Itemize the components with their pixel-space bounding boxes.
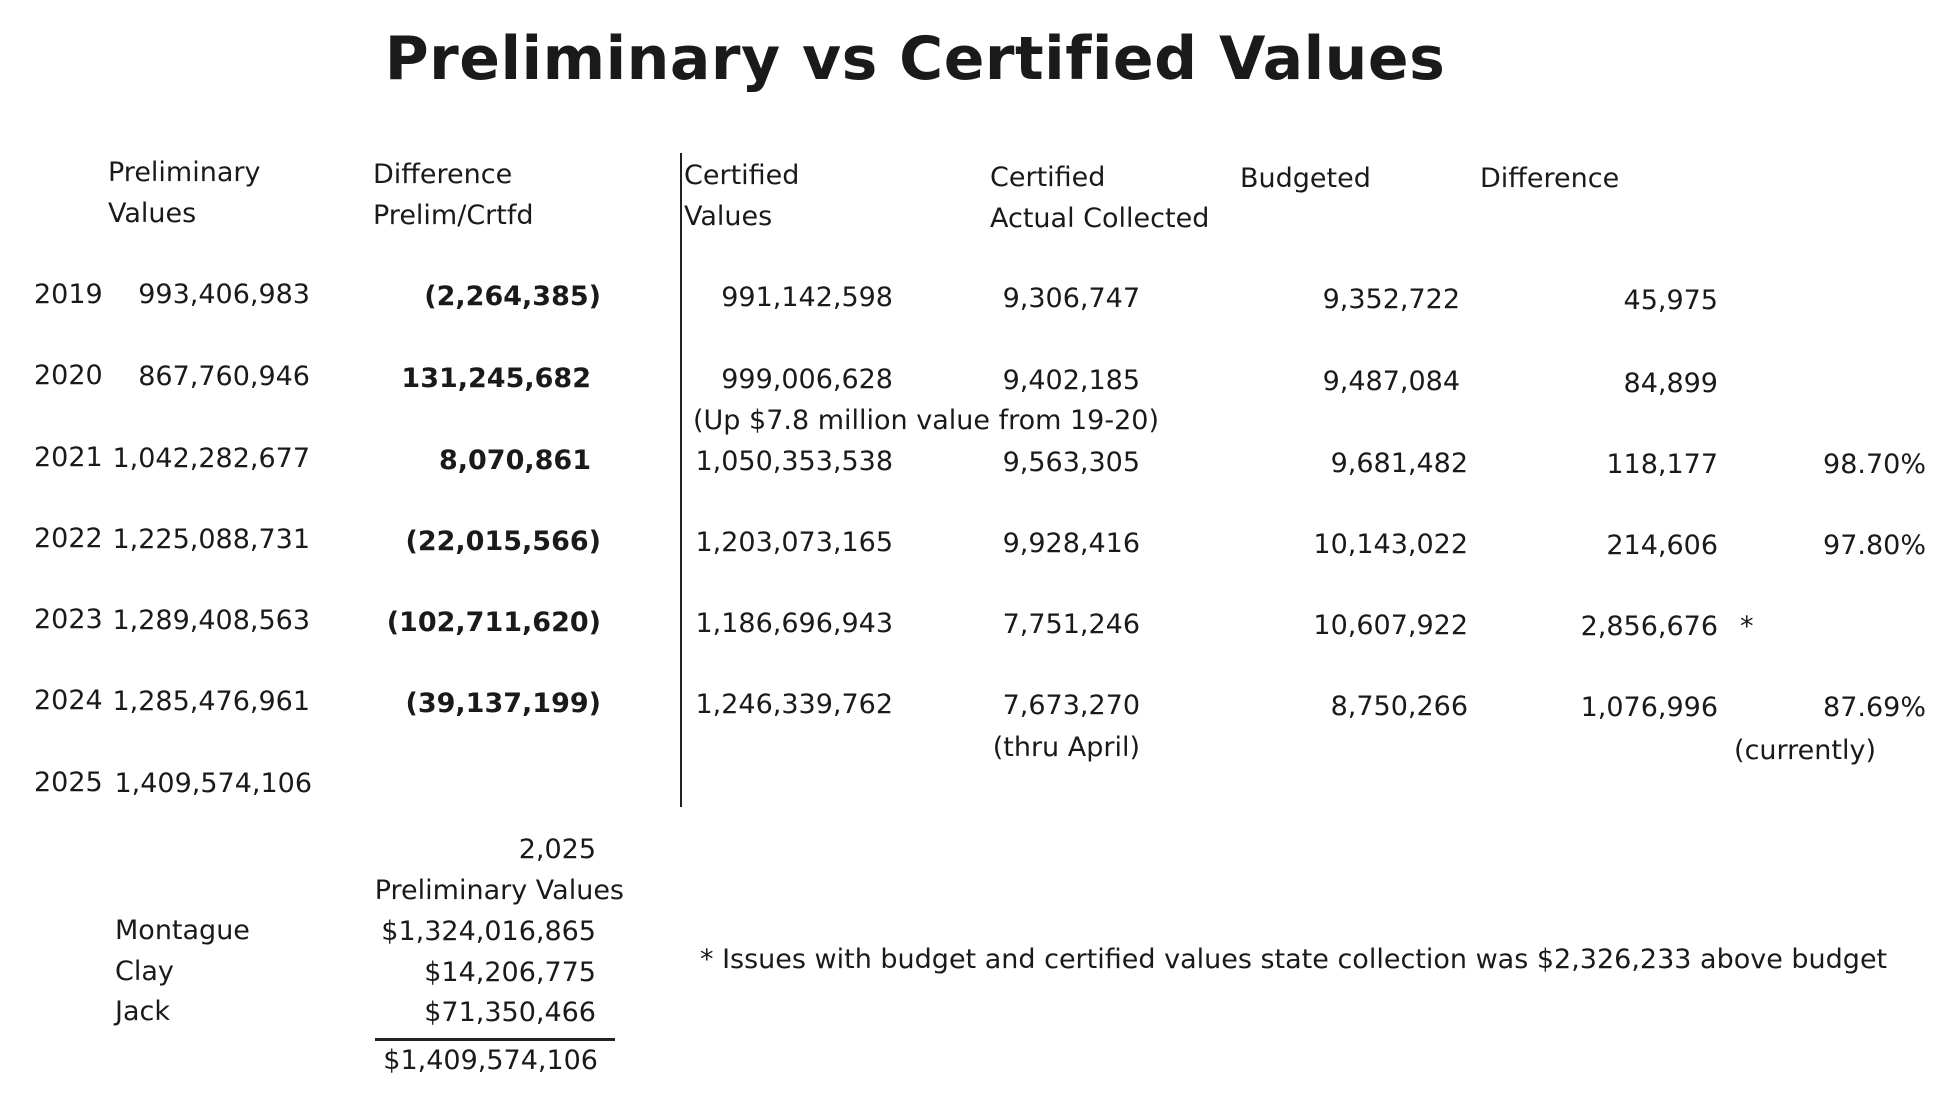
row-year: 2022 — [34, 523, 103, 554]
thru-april-note: (thru April) — [992, 732, 1140, 763]
header-certified-values: Certified Values — [684, 160, 800, 232]
row-actual: 9,928,416 — [1002, 528, 1140, 559]
column-divider — [680, 153, 682, 807]
row-year: 2019 — [34, 279, 103, 310]
row-prelim: 1,289,408,563 — [112, 605, 310, 636]
row-actual: 7,673,270 — [1002, 690, 1140, 721]
row-prelim: 993,406,983 — [138, 279, 310, 310]
county-value-clay: $14,206,775 — [424, 957, 596, 988]
county-value-jack: $71,350,466 — [424, 997, 596, 1028]
row-budgeted: 8,750,266 — [1330, 691, 1468, 722]
row-certified: 1,203,073,165 — [695, 527, 893, 558]
row-prelim: 867,760,946 — [138, 361, 310, 392]
row-certified: 999,006,628 — [721, 364, 893, 395]
county-total: $1,409,574,106 — [383, 1045, 598, 1076]
row-certified: 1,186,696,943 — [695, 608, 893, 639]
row-year: 2025 — [34, 767, 103, 798]
row-year: 2021 — [34, 442, 103, 473]
row-actual: 9,563,305 — [1002, 447, 1140, 478]
county-header: Preliminary Values — [374, 875, 624, 906]
row-year: 2020 — [34, 360, 103, 391]
county-name-jack: Jack — [115, 996, 170, 1027]
row-certified: 1,050,353,538 — [695, 446, 893, 477]
row-pct: 97.80% — [1823, 530, 1926, 561]
total-underline — [375, 1038, 615, 1041]
row-certified: 1,246,339,762 — [695, 689, 893, 720]
row-prelim: 1,225,088,731 — [112, 524, 310, 555]
page-title: Preliminary vs Certified Values — [384, 24, 1446, 94]
row-difference: 45,975 — [1623, 285, 1718, 316]
county-year: 2,025 — [518, 834, 596, 865]
row-year: 2023 — [34, 604, 103, 635]
row-2020-note: (Up $7.8 million value from 19-20) — [693, 405, 1159, 436]
row-actual: 9,402,185 — [1002, 365, 1140, 396]
header-certified-actual-collected: Certified Actual Collected — [990, 162, 1210, 234]
row-budgeted: 10,143,022 — [1313, 529, 1468, 560]
row-difference: 214,606 — [1606, 530, 1718, 561]
row-diff-prelim: (22,015,566) — [405, 526, 602, 557]
row-diff-prelim: 131,245,682 — [401, 363, 591, 394]
row-diff-prelim: (102,711,620) — [386, 607, 601, 638]
row-asterisk: * — [1740, 611, 1754, 642]
row-difference: 84,899 — [1623, 368, 1718, 399]
header-budgeted: Budgeted — [1240, 163, 1371, 194]
county-name-montague: Montague — [115, 915, 250, 946]
row-diff-prelim: (39,137,199) — [405, 688, 602, 719]
row-budgeted: 9,487,084 — [1322, 366, 1460, 397]
currently-note: (currently) — [1734, 735, 1876, 766]
row-budgeted: 10,607,922 — [1313, 610, 1468, 641]
row-actual: 7,751,246 — [1002, 609, 1140, 640]
footnote: * Issues with budget and certified value… — [700, 944, 1888, 975]
header-preliminary-values: Preliminary Values — [108, 157, 261, 229]
row-pct: 98.70% — [1823, 449, 1926, 480]
county-name-clay: Clay — [115, 956, 174, 987]
row-prelim: 1,042,282,677 — [112, 443, 310, 474]
row-actual: 9,306,747 — [1002, 283, 1140, 314]
row-prelim: 1,285,476,961 — [112, 686, 310, 717]
row-budgeted: 9,681,482 — [1330, 448, 1468, 479]
header-difference: Difference — [1480, 163, 1620, 194]
row-prelim: 1,409,574,106 — [114, 768, 312, 799]
row-budgeted: 9,352,722 — [1322, 284, 1460, 315]
row-diff-prelim: (2,264,385) — [424, 281, 601, 312]
header-difference-prelim: Difference Prelim/Crtfd — [373, 159, 534, 231]
row-difference: 2,856,676 — [1580, 611, 1718, 642]
county-value-montague: $1,324,016,865 — [381, 916, 596, 947]
row-difference: 118,177 — [1606, 449, 1718, 480]
row-difference: 1,076,996 — [1580, 692, 1718, 723]
row-diff-prelim: 8,070,861 — [438, 445, 591, 476]
row-year: 2024 — [34, 685, 103, 716]
row-pct: 87.69% — [1823, 692, 1926, 723]
row-certified: 991,142,598 — [721, 282, 893, 313]
